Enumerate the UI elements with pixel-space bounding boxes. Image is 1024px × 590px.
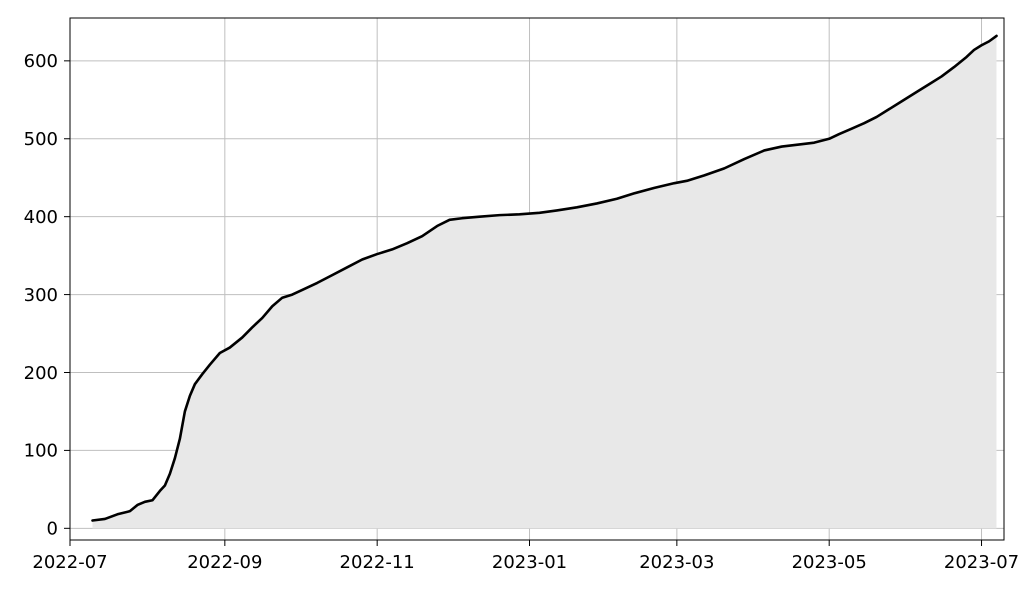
- chart-svg: 2022-07 2022-09 2022-11 2023-01 2023-03 2023-…: [0, 0, 1024, 590]
- x-tick-label: 2022-07: [32, 552, 107, 573]
- y-tick-label: 300: [24, 285, 58, 306]
- y-tick-label: 500: [24, 129, 58, 150]
- y-tick-label: 0: [47, 519, 58, 540]
- y-tick-label: 100: [24, 441, 58, 462]
- x-tick-label: 2023-03: [639, 552, 714, 573]
- y-tick-label: 400: [24, 207, 58, 228]
- y-tick-label: 200: [24, 363, 58, 384]
- x-tick-label: 2022-11: [340, 552, 415, 573]
- x-tick-label: 2023-07: [944, 552, 1019, 573]
- y-tick-label: 600: [24, 51, 58, 72]
- x-tick-label: 2022-09: [187, 552, 262, 573]
- x-tick-label: 2023-05: [792, 552, 867, 573]
- area-chart: 2022-07 2022-09 2022-11 2023-01 2023-03 2023-…: [0, 0, 1024, 590]
- x-tick-label: 2023-01: [492, 552, 567, 573]
